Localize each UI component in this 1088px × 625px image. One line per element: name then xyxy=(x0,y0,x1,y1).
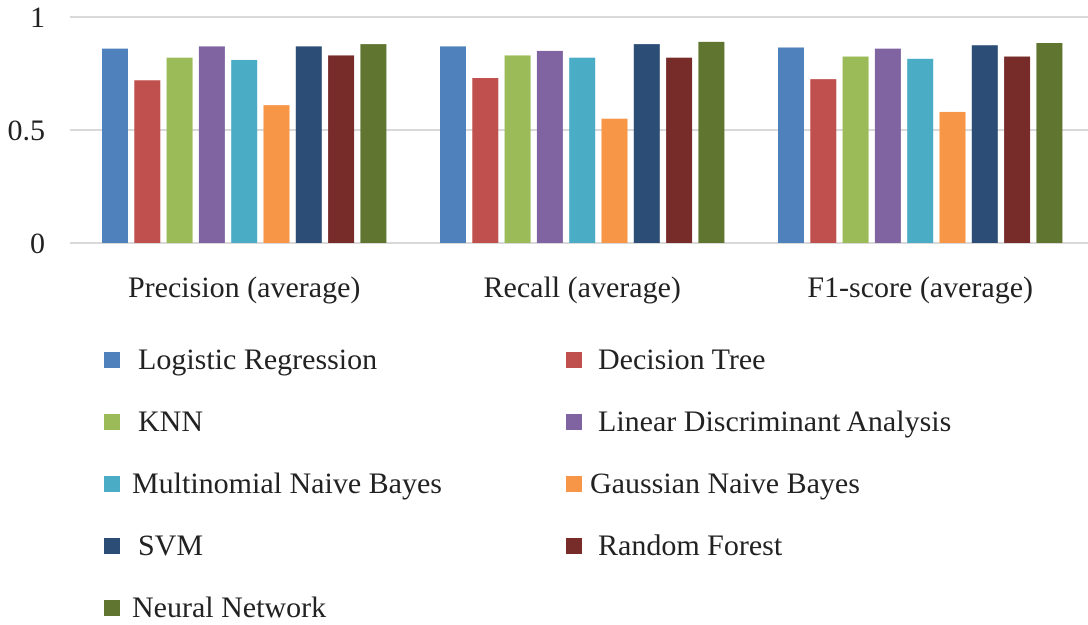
legend-label: SVM xyxy=(138,529,204,562)
bar xyxy=(601,118,628,243)
bar xyxy=(328,55,355,243)
bar xyxy=(134,80,161,243)
legend-swatch xyxy=(104,538,120,554)
legend-swatch xyxy=(104,476,120,492)
legend-swatch xyxy=(566,352,582,368)
bar xyxy=(1004,56,1031,243)
bar xyxy=(778,47,804,244)
bar xyxy=(198,46,225,243)
legend-label: Gaussian Naive Bayes xyxy=(590,467,860,500)
y-tick-label: 0.5 xyxy=(8,114,46,147)
legend-item: Neural Network xyxy=(104,593,326,623)
legend-label: KNN xyxy=(138,405,203,438)
bar xyxy=(440,46,466,243)
legend: Logistic Regression Decision Tree KNN Linea… xyxy=(0,330,1088,625)
bar xyxy=(633,44,660,244)
bar xyxy=(666,57,693,244)
bar xyxy=(504,55,531,243)
legend-item: Multinomial Naive Bayes xyxy=(104,469,442,499)
y-axis-ticks: 00.51 xyxy=(8,1,46,260)
bar xyxy=(231,59,258,243)
bar xyxy=(263,105,290,243)
legend-swatch xyxy=(104,414,120,430)
legend-item: Gaussian Naive Bayes xyxy=(566,469,860,499)
bar xyxy=(102,48,128,243)
bar xyxy=(360,44,387,244)
category-label: Precision (average) xyxy=(128,271,360,304)
bar xyxy=(698,41,725,243)
legend-swatch xyxy=(104,600,120,616)
bar xyxy=(472,78,499,244)
bar xyxy=(1036,42,1063,243)
legend-item: Linear Discriminant Analysis xyxy=(566,407,951,437)
bar-chart: 00.51 Precision (average) Recall (average… xyxy=(8,1,1088,304)
bar xyxy=(939,111,966,243)
bar xyxy=(907,58,934,244)
y-tick-label: 0 xyxy=(30,227,45,260)
category-label: Recall (average) xyxy=(484,271,681,304)
legend-swatch xyxy=(566,476,582,492)
bar xyxy=(810,79,837,244)
bar xyxy=(874,48,901,243)
legend-item: Random Forest xyxy=(566,531,782,561)
legend-item: KNN xyxy=(104,407,203,437)
bar xyxy=(971,45,998,243)
legend-label: Neural Network xyxy=(132,591,327,624)
legend-label: Linear Discriminant Analysis xyxy=(598,405,952,438)
y-tick-label: 1 xyxy=(30,1,45,34)
legend-label: Decision Tree xyxy=(598,343,766,376)
legend-swatch xyxy=(566,414,582,430)
legend-item: Decision Tree xyxy=(566,345,766,375)
legend-swatch xyxy=(104,352,120,368)
legend-swatch xyxy=(566,538,582,554)
category-label: F1-score (average) xyxy=(807,271,1033,304)
bar xyxy=(569,57,596,244)
bar xyxy=(536,50,563,244)
x-axis-categories: Precision (average) Recall (average) F1-sc… xyxy=(128,271,1033,304)
bar xyxy=(166,57,193,244)
bar xyxy=(295,46,322,243)
bar xyxy=(842,56,869,243)
legend-item: Logistic Regression xyxy=(104,345,377,375)
legend-label: Random Forest xyxy=(598,529,783,562)
bars xyxy=(102,41,1063,244)
legend-label: Multinomial Naive Bayes xyxy=(132,467,442,500)
legend-item: SVM xyxy=(104,531,203,561)
legend-label: Logistic Regression xyxy=(138,343,378,376)
